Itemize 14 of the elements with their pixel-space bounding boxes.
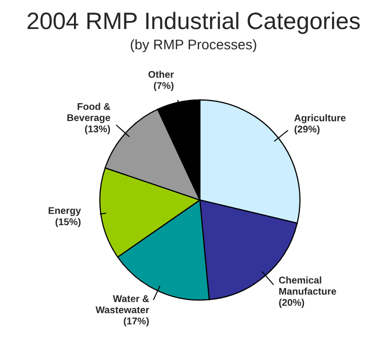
slice-label: Agriculture [294, 114, 346, 124]
slice-label: Food & Beverage [67, 102, 110, 124]
data-label: (20%) [279, 298, 304, 308]
slice-label: Other [148, 70, 174, 78]
slice-label: Energy [48, 207, 81, 216]
slice-label: Chemical Manufacture [279, 276, 336, 295]
data-label: (17%) [124, 317, 149, 326]
data-label: (7%) [154, 82, 174, 91]
chart-subtitle: (by RMP Processes) [130, 39, 256, 52]
data-label: (13%) [85, 125, 110, 134]
data-label: (29%) [294, 125, 320, 134]
data-label: (15%) [56, 218, 81, 228]
slice-label: Water & Wastewater [96, 295, 150, 314]
chart-title: 2004 RMP Industrial Categories [28, 12, 360, 34]
